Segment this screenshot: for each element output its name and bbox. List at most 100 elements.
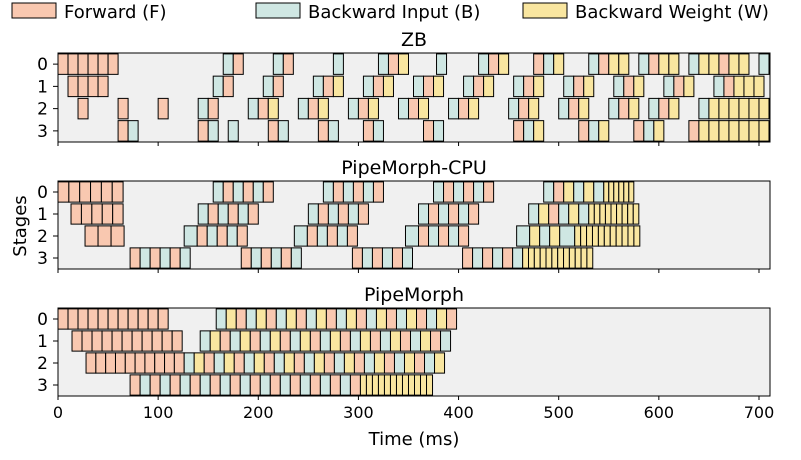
task-bar-b [293,225,308,247]
task-bar-w [407,374,416,396]
task-bar-w [628,97,640,120]
task-bar-w [615,225,623,247]
task-bar-f [121,330,133,352]
task-bar-b [127,120,139,142]
task-bar-f [309,374,321,396]
task-bar-b [608,97,620,120]
task-bar-f [533,53,545,75]
task-bar-b [523,120,535,142]
task-bar-f [430,330,442,352]
task-bar-w [738,97,750,120]
task-bar-b [335,308,347,330]
task-bar-w [618,53,630,75]
task-bar-w [483,75,495,98]
task-bar-w [539,247,547,269]
task-bar-f [322,75,334,98]
task-bar-b [259,330,271,352]
task-bar-f [387,53,399,75]
x-tick-label: 300 [343,403,374,422]
task-bar-b [409,330,422,352]
task-bar-f [164,352,175,374]
task-bar-b [381,247,393,269]
panel-frame [57,180,771,270]
task-bar-w [616,203,623,225]
task-bar-b [512,247,524,269]
task-bar-f [339,330,351,352]
task-bar-b [297,97,309,120]
task-bar-b [648,97,660,120]
task-bar-w [758,120,770,142]
task-bar-f [293,352,305,374]
task-bar-b [492,247,504,269]
task-bar-f [157,97,169,120]
task-bar-f [325,308,337,330]
task-bar-b [688,53,700,75]
task-bar-w [332,75,344,98]
y-tick-label-stage-0: 0 [37,310,48,330]
task-bar-f [337,203,349,225]
task-bar-w [549,225,561,247]
task-bar-b [217,203,229,225]
task-bar-w [628,181,635,203]
task-bar-w [538,203,550,225]
task-bar-b [250,247,262,269]
task-bar-b [219,374,231,396]
task-bar-b [226,225,238,247]
task-bar-b [473,181,485,203]
task-bar-f [332,181,344,203]
task-bar-b [212,75,224,98]
task-bar-b [215,308,227,330]
task-bar-f [84,225,99,247]
task-bar-f [553,181,565,203]
task-bar-w [653,120,665,142]
task-bar-b [412,75,425,98]
task-bar-f [414,352,426,374]
task-bar-b [139,374,151,396]
task-bar-w [225,308,237,330]
task-bar-f [137,308,149,330]
task-bar-f [317,203,329,225]
task-bar-f [249,374,261,396]
task-bar-f [306,225,318,247]
task-bar-b [663,75,675,98]
task-bar-f [112,203,124,225]
task-bar-f [91,203,103,225]
task-bar-f [416,308,428,330]
task-bar-w [315,308,327,330]
task-bar-b [448,225,460,247]
task-bar-b [336,225,348,247]
y-tick-label-stage-2: 2 [37,227,48,247]
task-bar-w [698,120,710,142]
task-bar-w [591,225,599,247]
x-tick-label: 700 [744,403,775,422]
y-tick-label-stage-1: 1 [37,205,48,225]
task-bar-f [488,53,500,75]
task-bar-w [753,75,765,98]
task-bar-f [80,203,93,225]
task-bar-f [458,225,470,247]
task-bar-b [588,120,600,142]
task-bar-b [643,120,655,142]
task-bar-b [418,203,430,225]
y-tick-label-stage-0: 0 [37,55,48,75]
legend: Forward (F) Backward Input (B) Backward We… [11,2,769,23]
task-bar-b [463,75,475,98]
task-bar-b [440,330,452,352]
task-bar-b [239,374,251,396]
task-bar-f [428,203,440,225]
task-bar-w [557,247,565,269]
task-bar-b [305,308,317,330]
panel-title: PipeMorph-CPU [341,157,487,179]
task-bar-f [407,97,420,120]
task-bar-f [67,308,79,330]
task-bar-w [371,374,379,396]
task-bar-f [129,374,141,396]
task-bar-f [446,308,458,330]
task-bar-w [468,97,480,120]
task-bar-w [574,225,582,247]
task-bar-w [758,97,770,120]
task-bar-b [277,120,289,142]
task-bar-f [718,53,730,75]
task-bar-f [462,247,474,269]
task-bar-w [618,181,625,203]
